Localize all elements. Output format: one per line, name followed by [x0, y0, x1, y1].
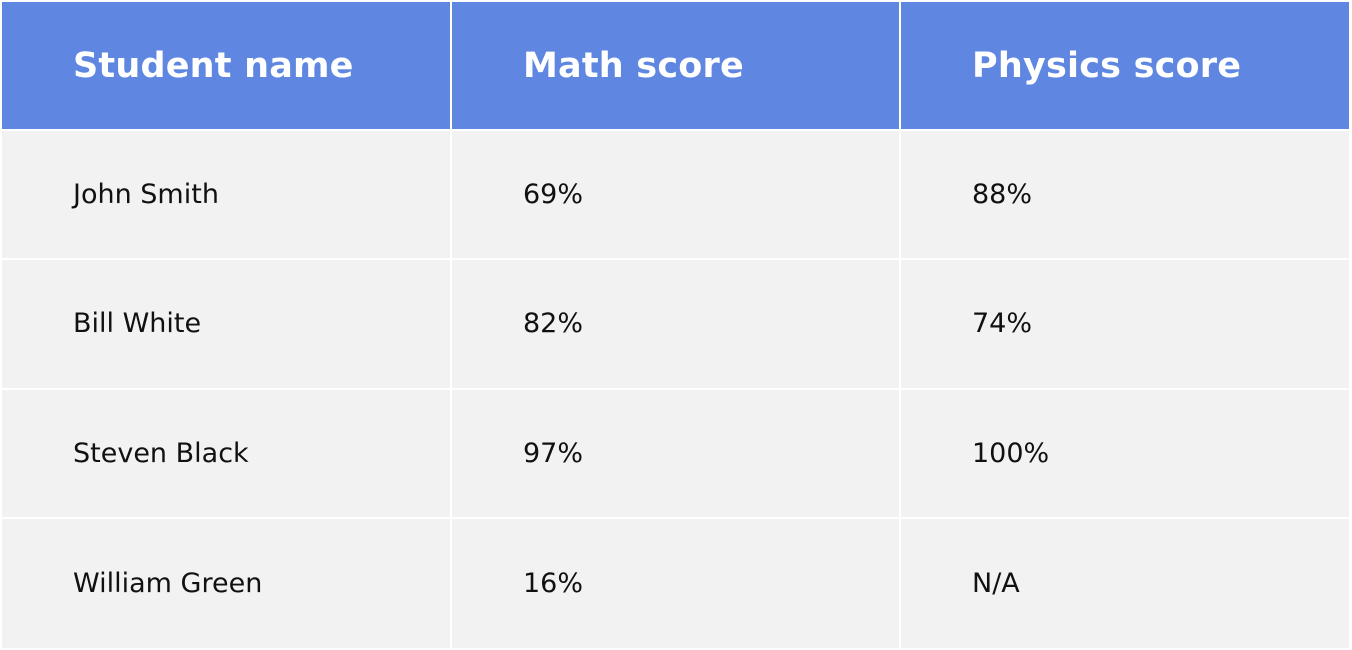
- cell-math-score: 69%: [452, 131, 901, 261]
- table-body: John Smith 69% 88% Bill White 82% 74% St…: [2, 131, 1349, 648]
- cell-math-score: 16%: [452, 518, 901, 648]
- cell-physics-score: N/A: [901, 518, 1349, 648]
- cell-student-name: Bill White: [2, 260, 452, 390]
- cell-math-score: 97%: [452, 389, 901, 519]
- cell-physics-score: 74%: [901, 260, 1349, 390]
- table-row: Steven Black 97% 100%: [2, 389, 1349, 519]
- cell-student-name: John Smith: [2, 131, 452, 261]
- header-row: Student name Math score Physics score: [2, 2, 1349, 131]
- cell-student-name: Steven Black: [2, 389, 452, 519]
- table-header: Student name Math score Physics score: [2, 2, 1349, 131]
- cell-math-score: 82%: [452, 260, 901, 390]
- cell-physics-score: 88%: [901, 131, 1349, 261]
- column-header-math-score: Math score: [452, 2, 901, 131]
- column-header-student-name: Student name: [2, 2, 452, 131]
- table-row: William Green 16% N/A: [2, 518, 1349, 648]
- table-row: Bill White 82% 74%: [2, 260, 1349, 390]
- table-row: John Smith 69% 88%: [2, 131, 1349, 261]
- column-header-physics-score: Physics score: [901, 2, 1349, 131]
- cell-student-name: William Green: [2, 518, 452, 648]
- cell-physics-score: 100%: [901, 389, 1349, 519]
